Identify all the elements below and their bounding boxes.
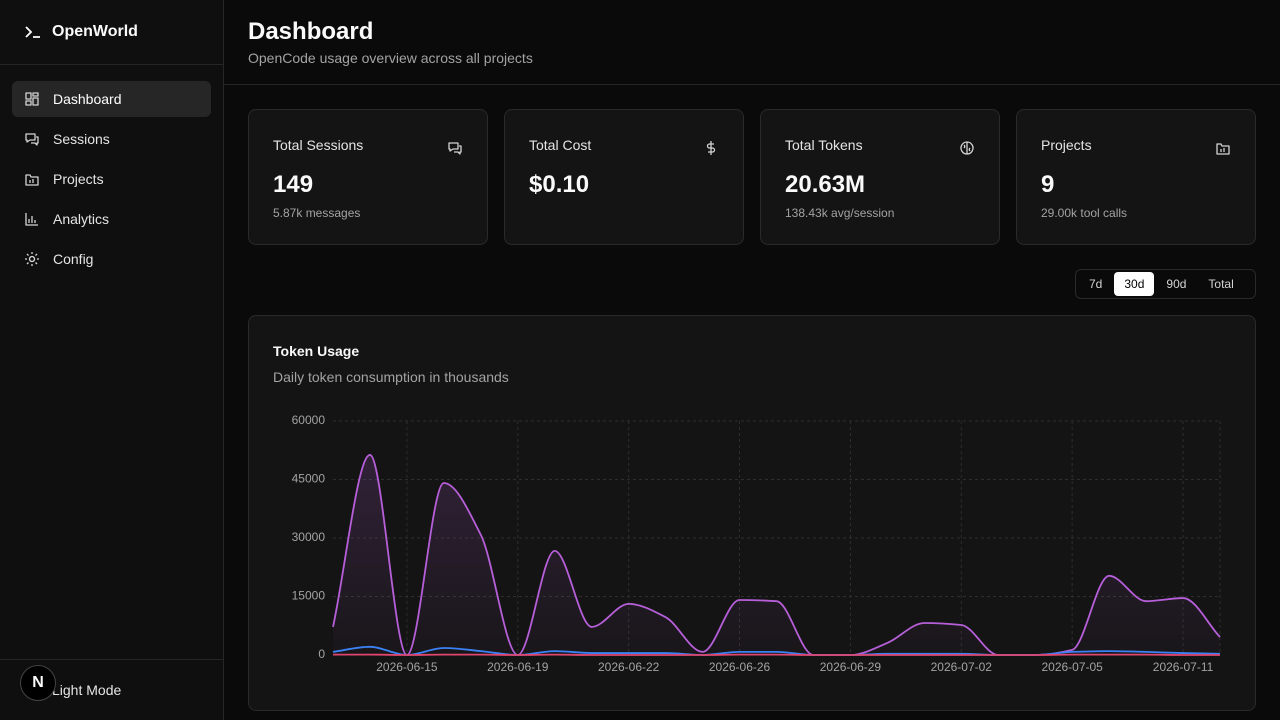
x-tick-label: 2026-07-05 xyxy=(1041,660,1103,674)
area-fill xyxy=(333,454,1220,655)
theme-toggle[interactable]: Light Mode xyxy=(52,682,122,698)
range-button[interactable]: Total xyxy=(1208,277,1234,291)
header: Dashboard OpenCode usage overview across… xyxy=(224,0,1280,85)
x-tick-label: 2026-06-26 xyxy=(709,660,771,674)
y-tick-label: 30000 xyxy=(292,530,326,544)
x-tick-label: 2026-06-15 xyxy=(376,660,438,674)
stat-label: Total Sessions xyxy=(273,137,364,153)
chart-subtitle: Daily token consumption in thousands xyxy=(273,369,509,385)
nav-item[interactable]: Dashboard xyxy=(12,81,211,117)
nav-icon xyxy=(25,213,38,226)
nav-label: Projects xyxy=(53,171,104,187)
nav-item[interactable]: Projects xyxy=(12,161,211,197)
range-selector: 7d 30d 90d Total xyxy=(1075,269,1256,299)
y-tick-label: 60000 xyxy=(292,413,326,427)
y-tick-label: 15000 xyxy=(292,589,326,603)
stat-label: Total Cost xyxy=(529,137,592,153)
x-tick-label: 2026-07-11 xyxy=(1153,660,1214,674)
stat-icon xyxy=(448,142,462,155)
stat-label: Total Tokens xyxy=(785,137,863,153)
range-button[interactable]: 30d xyxy=(1114,272,1155,296)
nav-label: Sessions xyxy=(53,131,110,147)
nav-item[interactable]: Config xyxy=(12,241,211,277)
nav-label: Dashboard xyxy=(53,91,122,107)
chart-title: Token Usage xyxy=(273,343,360,359)
stat-value: 149 xyxy=(273,171,314,198)
avatar[interactable]: N xyxy=(20,665,56,701)
nav-icon xyxy=(25,252,39,266)
stat-card: Total Sessions 149 5.87k messages xyxy=(248,109,488,245)
nav: Dashboard Sessions Projects Analytics Config xyxy=(12,81,211,281)
page-title: Dashboard xyxy=(248,18,374,45)
divider xyxy=(0,64,223,65)
stat-card: Projects 9 29.00k tool calls xyxy=(1016,109,1256,245)
stat-label: Projects xyxy=(1041,137,1092,153)
x-tick-label: 2026-07-02 xyxy=(931,660,993,674)
page-subtitle: OpenCode usage overview across all proje… xyxy=(248,50,533,66)
divider xyxy=(0,659,223,660)
nav-item[interactable]: Sessions xyxy=(12,121,211,157)
brand: OpenWorld xyxy=(24,20,138,44)
stat-icon xyxy=(960,141,974,155)
x-tick-label: 2026-06-29 xyxy=(820,660,882,674)
stat-note: 138.43k avg/session xyxy=(785,206,895,220)
nav-label: Config xyxy=(53,251,94,267)
nav-icon xyxy=(25,133,39,146)
x-tick-label: 2026-06-19 xyxy=(487,660,549,674)
nav-icon xyxy=(25,174,39,186)
sidebar: OpenWorld Dashboard Sessions Projects Analy… xyxy=(0,0,224,720)
stat-note: 5.87k messages xyxy=(273,206,361,220)
range-button[interactable]: 7d xyxy=(1089,277,1103,291)
stat-card: Total Cost $0.10 xyxy=(504,109,744,245)
x-tick-label: 2026-06-22 xyxy=(598,660,660,674)
nav-label: Analytics xyxy=(53,211,110,227)
stat-value: $0.10 xyxy=(529,171,590,198)
stat-card: Total Tokens 20.63M 138.43k avg/session xyxy=(760,109,1000,245)
series-line xyxy=(332,645,1221,656)
stat-icon xyxy=(1216,143,1230,155)
y-tick-label: 0 xyxy=(318,647,325,661)
range-button[interactable]: 90d xyxy=(1166,277,1187,291)
nav-icon xyxy=(25,92,39,106)
brand-icon xyxy=(25,26,40,38)
stat-value: 20.63M xyxy=(785,171,866,198)
y-tick-label: 45000 xyxy=(292,472,326,486)
stat-note: 29.00k tool calls xyxy=(1041,206,1128,220)
stat-icon xyxy=(706,141,716,155)
brand-name: OpenWorld xyxy=(52,23,138,40)
nav-item[interactable]: Analytics xyxy=(12,201,211,237)
stat-value: 9 xyxy=(1041,171,1055,198)
